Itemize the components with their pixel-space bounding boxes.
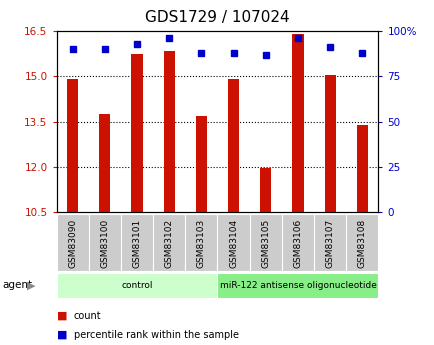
Text: ■: ■	[56, 330, 67, 339]
Bar	[195, 116, 207, 212]
Text: GDS1729 / 107024: GDS1729 / 107024	[145, 10, 289, 25]
Text: ▶: ▶	[27, 280, 36, 290]
Bar	[292, 34, 303, 212]
Text: ■: ■	[56, 311, 67, 321]
Text: GSM83104: GSM83104	[229, 218, 237, 268]
Text: GSM83090: GSM83090	[68, 218, 77, 268]
Text: GSM83100: GSM83100	[100, 218, 109, 268]
Bar	[324, 75, 335, 212]
Text: GSM83108: GSM83108	[357, 218, 366, 268]
Text: GSM83101: GSM83101	[132, 218, 141, 268]
Text: GSM83103: GSM83103	[197, 218, 205, 268]
Bar	[356, 125, 367, 212]
Text: GSM83105: GSM83105	[261, 218, 270, 268]
Bar	[89, 214, 121, 271]
Text: GSM83106: GSM83106	[293, 218, 302, 268]
Bar	[185, 214, 217, 271]
Text: control: control	[121, 281, 152, 290]
Bar	[153, 214, 185, 271]
Text: GSM83102: GSM83102	[164, 218, 173, 268]
Bar	[131, 54, 142, 212]
Text: GSM83107: GSM83107	[325, 218, 334, 268]
Text: miR-122 antisense oligonucleotide: miR-122 antisense oligonucleotide	[219, 281, 375, 290]
Bar	[227, 79, 239, 212]
Text: agent: agent	[2, 280, 32, 290]
Bar	[217, 273, 378, 298]
Text: percentile rank within the sample: percentile rank within the sample	[74, 330, 238, 339]
Bar	[260, 168, 271, 212]
Bar	[249, 214, 281, 271]
Bar	[56, 214, 89, 271]
Bar	[56, 273, 217, 298]
Bar	[121, 214, 153, 271]
Bar	[217, 214, 249, 271]
Bar	[163, 51, 174, 212]
Bar	[281, 214, 313, 271]
Bar	[313, 214, 345, 271]
Bar	[99, 114, 110, 212]
Text: count: count	[74, 311, 102, 321]
Bar	[67, 79, 78, 212]
Bar	[345, 214, 378, 271]
